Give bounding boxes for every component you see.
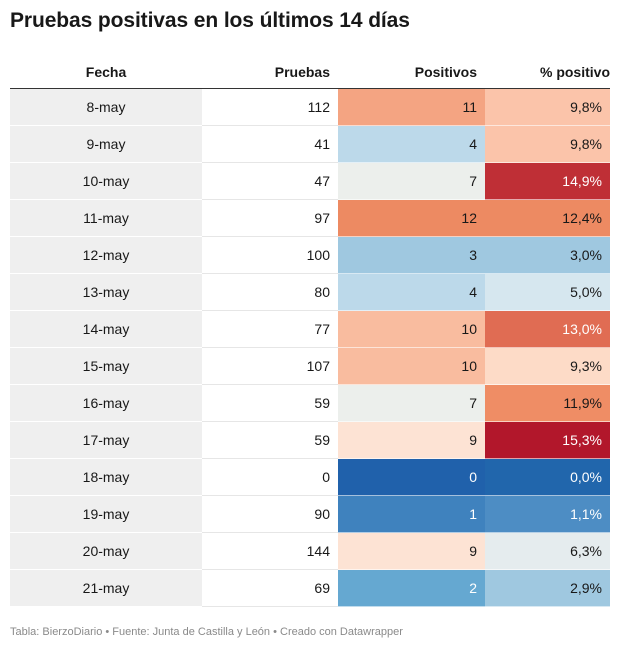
table-row: 19-may 90 1 1,1% [10, 496, 610, 533]
table-row: 13-may 80 4 5,0% [10, 274, 610, 311]
cell-pct-positivo: 3,0% [485, 237, 610, 274]
cell-pct-positivo: 9,8% [485, 126, 610, 163]
table-row: 16-may 59 7 11,9% [10, 385, 610, 422]
cell-fecha: 13-may [10, 274, 202, 311]
table-row: 12-may 100 3 3,0% [10, 237, 610, 274]
cell-pruebas: 90 [202, 496, 338, 533]
chart-title: Pruebas positivas en los últimos 14 días [10, 9, 410, 32]
cell-positivos: 7 [338, 385, 485, 422]
table-row: 10-may 47 7 14,9% [10, 163, 610, 200]
cell-pct-positivo: 12,4% [485, 200, 610, 237]
cell-pruebas: 69 [202, 570, 338, 607]
table-row: 9-may 41 4 9,8% [10, 126, 610, 163]
cell-pruebas: 41 [202, 126, 338, 163]
cell-fecha: 9-may [10, 126, 202, 163]
cell-pruebas: 77 [202, 311, 338, 348]
table-body: 8-may 112 11 9,8% 9-may 41 4 9,8% 10-may 47 7 14,9%… [10, 89, 610, 607]
cell-positivos: 4 [338, 274, 485, 311]
cell-pct-positivo: 13,0% [485, 311, 610, 348]
cell-fecha: 14-may [10, 311, 202, 348]
cell-pct-positivo: 6,3% [485, 533, 610, 570]
cell-positivos: 7 [338, 163, 485, 200]
table-row: 14-may 77 10 13,0% [10, 311, 610, 348]
cell-positivos: 9 [338, 422, 485, 459]
cell-positivos: 1 [338, 496, 485, 533]
header-pct-positivo[interactable]: % positivo [539, 63, 610, 80]
cell-positivos: 11 [338, 89, 485, 126]
table-row: 20-may 144 9 6,3% [10, 533, 610, 570]
cell-fecha: 17-may [10, 422, 202, 459]
header-fecha[interactable]: Fecha [85, 63, 127, 80]
cell-fecha: 19-may [10, 496, 202, 533]
cell-positivos: 10 [338, 311, 485, 348]
cell-pruebas: 59 [202, 422, 338, 459]
table-row: 17-may 59 9 15,3% [10, 422, 610, 459]
cell-positivos: 3 [338, 237, 485, 274]
table-row: 8-may 112 11 9,8% [10, 89, 610, 126]
cell-pruebas: 59 [202, 385, 338, 422]
table-row: 15-may 107 10 9,3% [10, 348, 610, 385]
cell-pruebas: 97 [202, 200, 338, 237]
cell-fecha: 20-may [10, 533, 202, 570]
cell-pruebas: 112 [202, 89, 338, 126]
table-row: 18-may 0 0 0,0% [10, 459, 610, 496]
table-header: Fecha Pruebas Positivos % positivo [10, 55, 610, 89]
cell-pruebas: 144 [202, 533, 338, 570]
cell-fecha: 16-may [10, 385, 202, 422]
cell-fecha: 21-may [10, 570, 202, 607]
cell-fecha: 8-may [10, 89, 202, 126]
cell-positivos: 0 [338, 459, 485, 496]
cell-pct-positivo: 11,9% [485, 385, 610, 422]
cell-pct-positivo: 14,9% [485, 163, 610, 200]
cell-fecha: 10-may [10, 163, 202, 200]
cell-positivos: 9 [338, 533, 485, 570]
cell-positivos: 10 [338, 348, 485, 385]
cell-fecha: 18-may [10, 459, 202, 496]
cell-pruebas: 80 [202, 274, 338, 311]
cell-positivos: 2 [338, 570, 485, 607]
cell-pct-positivo: 15,3% [485, 422, 610, 459]
cell-pruebas: 100 [202, 237, 338, 274]
cell-pct-positivo: 5,0% [485, 274, 610, 311]
table-row: 21-may 69 2 2,9% [10, 570, 610, 607]
cell-pruebas: 107 [202, 348, 338, 385]
cell-fecha: 12-may [10, 237, 202, 274]
cell-positivos: 4 [338, 126, 485, 163]
cell-pct-positivo: 9,3% [485, 348, 610, 385]
source-footer: Tabla: BierzoDiario • Fuente: Junta de C… [10, 626, 403, 638]
cell-pct-positivo: 9,8% [485, 89, 610, 126]
cell-fecha: 15-may [10, 348, 202, 385]
header-pruebas[interactable]: Pruebas [274, 63, 330, 80]
cell-pruebas: 0 [202, 459, 338, 496]
data-table: Fecha Pruebas Positivos % positivo 8-may… [10, 55, 610, 607]
table-row: 11-may 97 12 12,4% [10, 200, 610, 237]
cell-pct-positivo: 0,0% [485, 459, 610, 496]
cell-positivos: 12 [338, 200, 485, 237]
cell-pct-positivo: 2,9% [485, 570, 610, 607]
header-positivos[interactable]: Positivos [414, 63, 477, 80]
cell-fecha: 11-may [10, 200, 202, 237]
cell-pct-positivo: 1,1% [485, 496, 610, 533]
cell-pruebas: 47 [202, 163, 338, 200]
